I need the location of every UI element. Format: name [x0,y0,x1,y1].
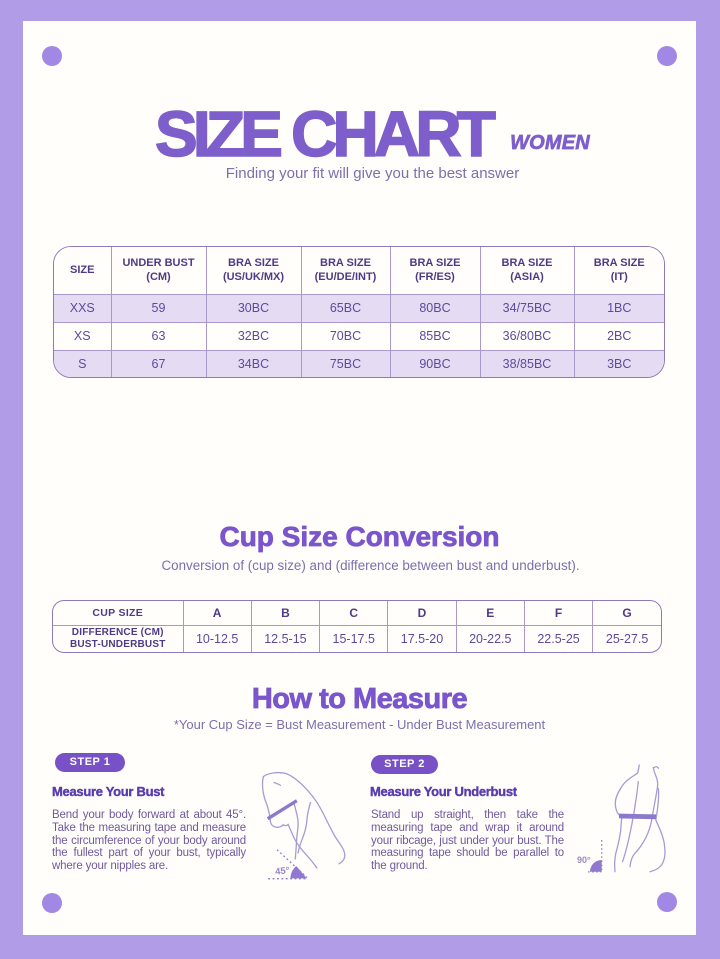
svg-text:45°: 45° [275,865,291,877]
svg-text:90°: 90° [577,855,591,865]
